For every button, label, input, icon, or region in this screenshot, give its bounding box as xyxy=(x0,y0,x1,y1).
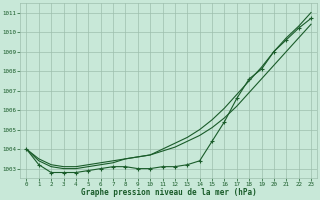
X-axis label: Graphe pression niveau de la mer (hPa): Graphe pression niveau de la mer (hPa) xyxy=(81,188,257,197)
